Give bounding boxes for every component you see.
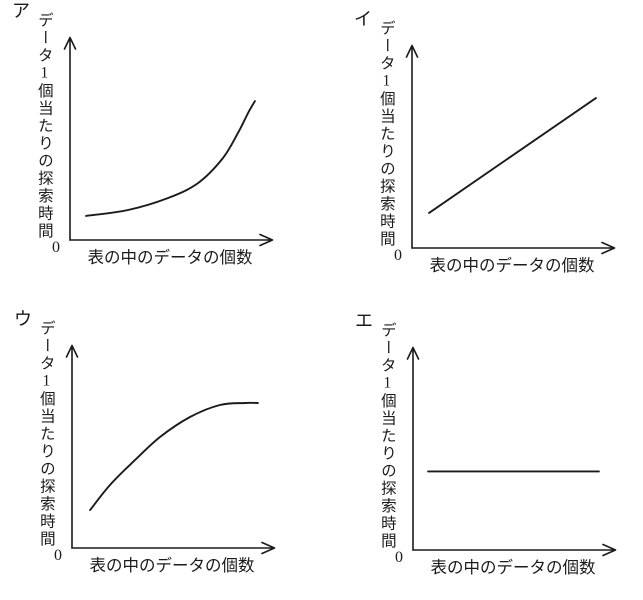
graph-cell-e: エ データ1個当たりの探索時間 0 表の中のデータの個数	[345, 310, 643, 600]
option-label-i: イ	[354, 9, 372, 29]
x-axis	[411, 241, 616, 255]
x-axis-label: 表の中のデータの個数	[430, 558, 596, 577]
origin-label: 0	[395, 549, 403, 566]
graph-cell-u: ウ データ1個当たりの探索時間 0 表の中のデータの個数	[4, 308, 304, 598]
graph-canvas-u	[65, 344, 276, 555]
origin-label: 0	[394, 247, 402, 264]
y-axis-label: データ1個当たりの探索時間	[35, 12, 53, 248]
y-axis	[63, 36, 77, 241]
x-axis-label: 表の中のデータの個数	[87, 248, 253, 267]
curve-exponential	[85, 100, 256, 217]
y-axis-label: データ1個当たりの探索時間	[377, 20, 395, 256]
option-label-e: エ	[355, 311, 373, 331]
graph-canvas-i	[405, 44, 616, 255]
y-axis	[65, 344, 79, 549]
y-label-part: 個当たりの探索時間	[37, 390, 55, 549]
y-label-part: 個当たりの探索時間	[377, 90, 395, 249]
y-label-part: 1	[35, 64, 53, 83]
curve-linear	[428, 97, 597, 214]
x-axis	[412, 543, 617, 557]
y-label-part: データ	[35, 12, 53, 65]
y-axis	[405, 44, 419, 249]
x-axis	[71, 541, 276, 555]
option-label-u: ウ	[14, 309, 32, 329]
y-label-part: データ	[377, 20, 395, 73]
curve-logarithmic	[89, 401, 259, 512]
x-axis-label: 表の中のデータの個数	[89, 556, 255, 575]
y-axis-label: データ1個当たりの探索時間	[378, 322, 396, 558]
origin-label: 0	[52, 239, 60, 256]
x-axis	[69, 233, 274, 247]
y-label-part: 個当たりの探索時間	[35, 82, 53, 241]
y-label-part: 1	[37, 372, 55, 391]
y-label-part: データ	[378, 322, 396, 375]
graph-canvas-a	[63, 36, 274, 247]
origin-label: 0	[54, 547, 62, 564]
y-label-part: 個当たりの探索時間	[378, 392, 396, 551]
y-axis-label: データ1個当たりの探索時間	[37, 320, 55, 556]
graph-cell-i: イ データ1個当たりの探索時間 0 表の中のデータの個数	[344, 8, 643, 298]
x-axis-label: 表の中のデータの個数	[429, 256, 595, 275]
graph-canvas-e	[406, 346, 617, 557]
y-label-part: データ	[37, 320, 55, 373]
graph-cell-a: ア データ1個当たりの探索時間 0 表の中のデータの個数	[2, 0, 302, 290]
option-label-a: ア	[12, 1, 30, 21]
y-label-part: 1	[378, 374, 396, 393]
y-label-part: 1	[377, 72, 395, 91]
y-axis	[406, 346, 420, 551]
